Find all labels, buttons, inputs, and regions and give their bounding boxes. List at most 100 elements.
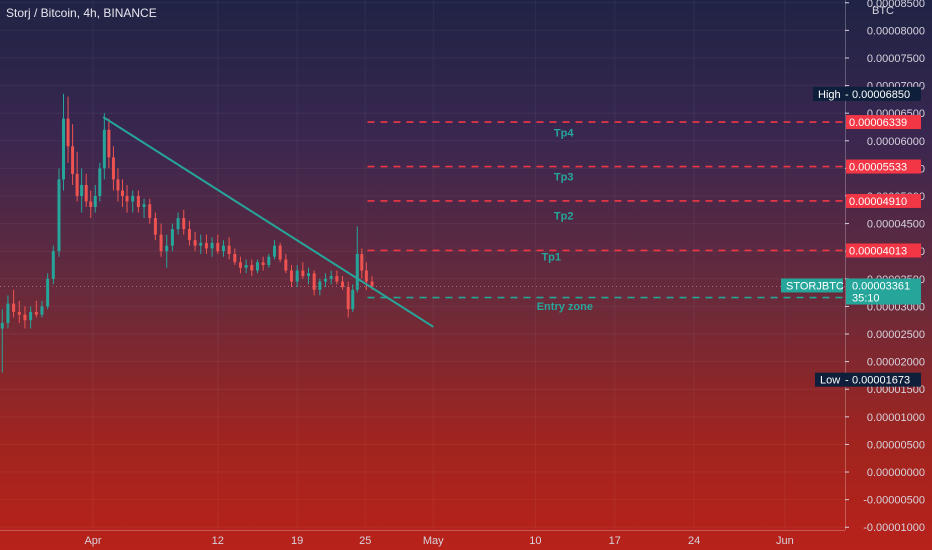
price-badge-text: 0.00006339 (849, 117, 907, 129)
high-marker-dash: - (845, 89, 849, 101)
candle-body (89, 201, 93, 208)
candle-body (355, 253, 359, 290)
y-tick-label: 0.00001000 (867, 412, 925, 424)
y-tick-label: 0.00004500 (867, 219, 925, 231)
candle-body (136, 195, 140, 208)
candle-body (210, 242, 214, 249)
candle-body (148, 204, 152, 219)
price-badge-text: 0.00005533 (849, 162, 907, 174)
price-badge-text: 0.00004013 (849, 245, 907, 257)
candle-body (75, 173, 79, 196)
price-badge-tp4 (846, 115, 921, 130)
candle-body (250, 265, 254, 271)
level-label-tp2: Tp2 (554, 210, 574, 222)
candle-body (324, 278, 328, 282)
candle-body (116, 179, 120, 191)
candle-body (370, 281, 374, 287)
candle-body (267, 256, 271, 265)
level-label-tp1: Tp1 (541, 252, 561, 264)
y-tick-label: -0.00000500 (863, 495, 925, 507)
low-marker (815, 372, 921, 387)
x-tick-label: 12 (212, 535, 224, 547)
candle-body (187, 229, 191, 241)
candle-body (62, 118, 66, 180)
low-marker-dash: - (845, 375, 849, 387)
candle-body (199, 242, 203, 246)
y-tick-label: 0.00008000 (867, 25, 925, 37)
candle-body (176, 218, 180, 230)
candle-body (307, 273, 311, 277)
y-tick-label: 0.00002000 (867, 357, 925, 369)
high-marker-value: 0.00006850 (852, 89, 910, 101)
y-tick-label: 0.00000500 (867, 439, 925, 451)
candle-body (23, 314, 27, 321)
candle-body (29, 311, 33, 321)
level-label-entry-zone: Entry zone (537, 301, 593, 313)
candle-body (80, 184, 84, 196)
candle-body (153, 218, 157, 235)
candle-body (216, 242, 220, 252)
x-tick-label: May (423, 535, 444, 547)
y-tick-label: 0.00006000 (867, 136, 925, 148)
candle-body (66, 118, 70, 147)
y-tick-label: 0.00000000 (867, 467, 925, 479)
y-tick-label: 0.00001500 (867, 384, 925, 396)
candle-body (46, 278, 50, 307)
candle-body (6, 303, 10, 323)
candle-body (364, 270, 368, 282)
candle-body (301, 270, 305, 277)
candle-body (0, 322, 4, 329)
y-tick-label: -0.00001000 (863, 522, 925, 534)
candle-body (102, 129, 106, 169)
candle-body (233, 253, 237, 263)
x-tick-label: 10 (529, 535, 541, 547)
candle-body (131, 195, 135, 202)
candle-body (295, 270, 299, 282)
candle-body (360, 253, 364, 271)
ticker-symbol: STORJBTC (786, 280, 844, 292)
candle-body (289, 270, 293, 282)
x-tick-label: Apr (84, 535, 101, 547)
candle-body (227, 245, 231, 254)
candle-body (107, 129, 111, 158)
x-tick-label: 17 (609, 535, 621, 547)
candle-body (165, 245, 169, 252)
candle-body (204, 242, 208, 249)
candle-body (84, 184, 88, 202)
x-tick-label: 19 (291, 535, 303, 547)
y-tick-label: 0.00008500 (867, 0, 925, 10)
x-tick-label: Jun (776, 535, 794, 547)
candle-body (98, 168, 102, 196)
candle-body (111, 157, 115, 180)
candle-body (341, 281, 345, 288)
candle-body (193, 240, 197, 246)
candle-body (255, 262, 259, 271)
candle-body (71, 146, 75, 174)
candle-body (142, 204, 146, 208)
y-tick-label: 0.00002500 (867, 329, 925, 341)
candle-body (12, 303, 16, 312)
candle-body (170, 229, 174, 246)
candle-body (346, 287, 350, 310)
candle-body (312, 273, 316, 290)
high-marker (813, 86, 921, 101)
ticker-price-badge (846, 278, 921, 305)
candle-body (238, 262, 242, 268)
price-badge-tp1 (846, 243, 921, 258)
price-badge-text: 0.00004910 (849, 196, 907, 208)
price-badge-tp2 (846, 193, 921, 208)
ticker-countdown: 35:10 (852, 292, 880, 304)
candle-body (351, 289, 355, 310)
level-label-tp3: Tp3 (554, 172, 574, 184)
candle-body (93, 195, 97, 208)
candle-body (120, 190, 124, 196)
candle-body (57, 179, 61, 252)
ticker-symbol-badge[interactable] (781, 278, 843, 293)
candle-body (221, 245, 225, 252)
low-marker-label: Low (820, 375, 840, 387)
candle-body (261, 262, 265, 265)
candle-body (318, 281, 322, 290)
price-badge-tp3 (846, 159, 921, 174)
